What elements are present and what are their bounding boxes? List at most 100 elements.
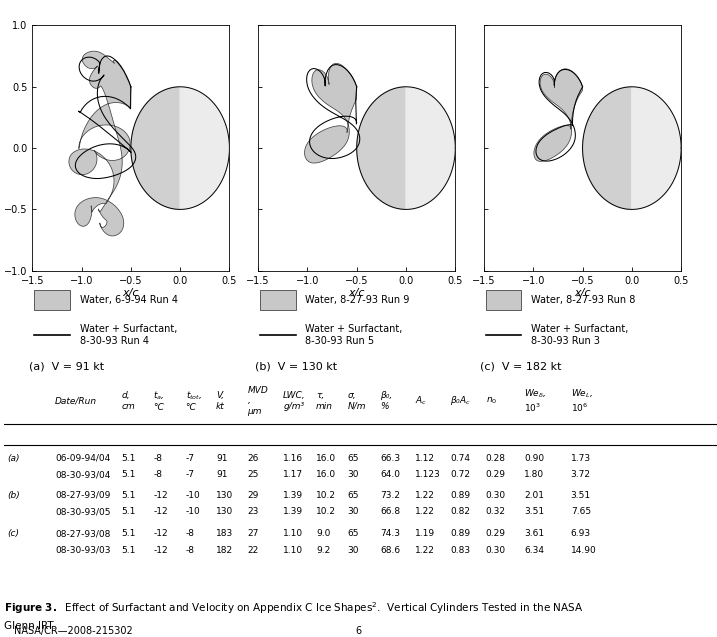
Text: 1.17: 1.17: [283, 470, 303, 479]
Text: 30: 30: [348, 546, 359, 555]
Text: 3.51: 3.51: [524, 508, 544, 517]
Text: β₀,
%: β₀, %: [380, 391, 392, 411]
Text: 1.22: 1.22: [414, 508, 435, 517]
Text: 1.10: 1.10: [283, 546, 303, 555]
Text: $t_{tot}$,
°C: $t_{tot}$, °C: [186, 390, 201, 412]
Text: (c)  V = 182 kt: (c) V = 182 kt: [480, 361, 562, 371]
FancyBboxPatch shape: [260, 290, 295, 310]
Text: 5.1: 5.1: [121, 546, 136, 555]
Text: 26: 26: [247, 454, 259, 462]
Polygon shape: [69, 51, 131, 236]
Text: 6.93: 6.93: [571, 529, 591, 538]
Text: $We_\delta$,
$10^3$: $We_\delta$, $10^3$: [524, 387, 546, 415]
FancyBboxPatch shape: [34, 290, 70, 310]
Text: -8: -8: [186, 529, 194, 538]
Text: 14.90: 14.90: [571, 546, 597, 555]
Text: $We_L$,
$10^6$: $We_L$, $10^6$: [571, 387, 593, 415]
Text: $A_c$: $A_c$: [414, 395, 427, 407]
Text: 68.6: 68.6: [380, 546, 400, 555]
Text: 30: 30: [348, 470, 359, 479]
Text: (b): (b): [7, 491, 20, 500]
Polygon shape: [583, 87, 632, 210]
Text: -8: -8: [153, 470, 163, 479]
Text: 08-27-93/08: 08-27-93/08: [55, 529, 110, 538]
Text: σ,
N/m: σ, N/m: [348, 391, 366, 411]
Text: 0.72: 0.72: [450, 470, 470, 479]
Text: 2.01: 2.01: [524, 491, 544, 500]
Text: Date/Run: Date/Run: [55, 396, 97, 406]
X-axis label: x/c: x/c: [123, 289, 139, 298]
X-axis label: x/c: x/c: [348, 289, 365, 298]
Text: 5.1: 5.1: [121, 454, 136, 462]
Text: 182: 182: [217, 546, 233, 555]
Text: 0.89: 0.89: [450, 491, 470, 500]
Text: $n_0$: $n_0$: [486, 396, 497, 406]
Text: 74.3: 74.3: [380, 529, 400, 538]
Text: 6: 6: [356, 626, 361, 636]
Text: 1.80: 1.80: [524, 470, 544, 479]
Text: 183: 183: [217, 529, 234, 538]
Text: Water, 8-27-93 Run 8: Water, 8-27-93 Run 8: [531, 296, 636, 305]
Text: 25: 25: [247, 470, 259, 479]
Text: -8: -8: [186, 546, 194, 555]
Text: (a)  V = 91 kt: (a) V = 91 kt: [29, 361, 104, 371]
Text: 3.72: 3.72: [571, 470, 591, 479]
Text: -10: -10: [186, 491, 200, 500]
Text: 1.73: 1.73: [571, 454, 591, 462]
Text: 1.10: 1.10: [283, 529, 303, 538]
Text: -12: -12: [153, 491, 168, 500]
Text: 6.34: 6.34: [524, 546, 544, 555]
Text: d,
cm: d, cm: [121, 391, 135, 411]
Text: (b)  V = 130 kt: (b) V = 130 kt: [255, 361, 337, 371]
Text: 5.1: 5.1: [121, 470, 136, 479]
Text: 66.8: 66.8: [380, 508, 400, 517]
Polygon shape: [632, 87, 681, 210]
Text: 1.22: 1.22: [414, 491, 435, 500]
Text: 22: 22: [247, 546, 259, 555]
Text: 0.29: 0.29: [486, 470, 506, 479]
Text: Glenn IRT.: Glenn IRT.: [4, 622, 55, 631]
Text: $t_a$,
°C: $t_a$, °C: [153, 390, 165, 412]
Text: 3.51: 3.51: [571, 491, 591, 500]
Text: 65: 65: [348, 529, 359, 538]
Text: $\bf{Figure\ 3.}$  Effect of Surfactant and Velocity on Appendix C Ice Shapes$^2: $\bf{Figure\ 3.}$ Effect of Surfactant a…: [4, 601, 583, 617]
Text: 5.1: 5.1: [121, 529, 136, 538]
Text: 08-30-93/05: 08-30-93/05: [55, 508, 110, 517]
Text: 130: 130: [217, 508, 234, 517]
Text: -12: -12: [153, 508, 168, 517]
Text: 130: 130: [217, 491, 234, 500]
Text: 9.2: 9.2: [316, 546, 331, 555]
Text: 16.0: 16.0: [316, 454, 336, 462]
X-axis label: x/c: x/c: [574, 289, 591, 298]
Text: 3.61: 3.61: [524, 529, 544, 538]
Text: 1.12: 1.12: [414, 454, 435, 462]
Text: Water, 8-27-93 Run 9: Water, 8-27-93 Run 9: [305, 296, 410, 305]
Text: 10.2: 10.2: [316, 491, 336, 500]
Text: Water, 6-9-94 Run 4: Water, 6-9-94 Run 4: [80, 296, 178, 305]
Text: 9.0: 9.0: [316, 529, 331, 538]
Polygon shape: [180, 87, 229, 210]
Text: 10.2: 10.2: [316, 508, 336, 517]
Text: 1.19: 1.19: [414, 529, 435, 538]
Text: -7: -7: [186, 454, 194, 462]
Text: V,
kt: V, kt: [217, 391, 225, 411]
Text: 73.2: 73.2: [380, 491, 400, 500]
Text: 0.28: 0.28: [486, 454, 506, 462]
Text: Water + Surfactant,
8-30-93 Run 5: Water + Surfactant, 8-30-93 Run 5: [305, 324, 403, 346]
Text: Water + Surfactant,
8-30-93 Run 3: Water + Surfactant, 8-30-93 Run 3: [531, 324, 629, 346]
Text: (a): (a): [7, 454, 19, 462]
Polygon shape: [534, 69, 582, 161]
Text: 0.83: 0.83: [450, 546, 470, 555]
Text: MVD
,
μm: MVD , μm: [247, 386, 268, 416]
Text: 0.82: 0.82: [450, 508, 470, 517]
Text: 66.3: 66.3: [380, 454, 400, 462]
Text: 29: 29: [247, 491, 259, 500]
FancyBboxPatch shape: [486, 290, 521, 310]
Text: 30: 30: [348, 508, 359, 517]
Text: NASA/CR—2008-215302: NASA/CR—2008-215302: [14, 626, 133, 636]
Text: -12: -12: [153, 546, 168, 555]
Text: 08-30-93/03: 08-30-93/03: [55, 546, 110, 555]
Text: 1.22: 1.22: [414, 546, 435, 555]
Text: LWC,
g/m³: LWC, g/m³: [283, 391, 306, 411]
Text: 0.74: 0.74: [450, 454, 470, 462]
